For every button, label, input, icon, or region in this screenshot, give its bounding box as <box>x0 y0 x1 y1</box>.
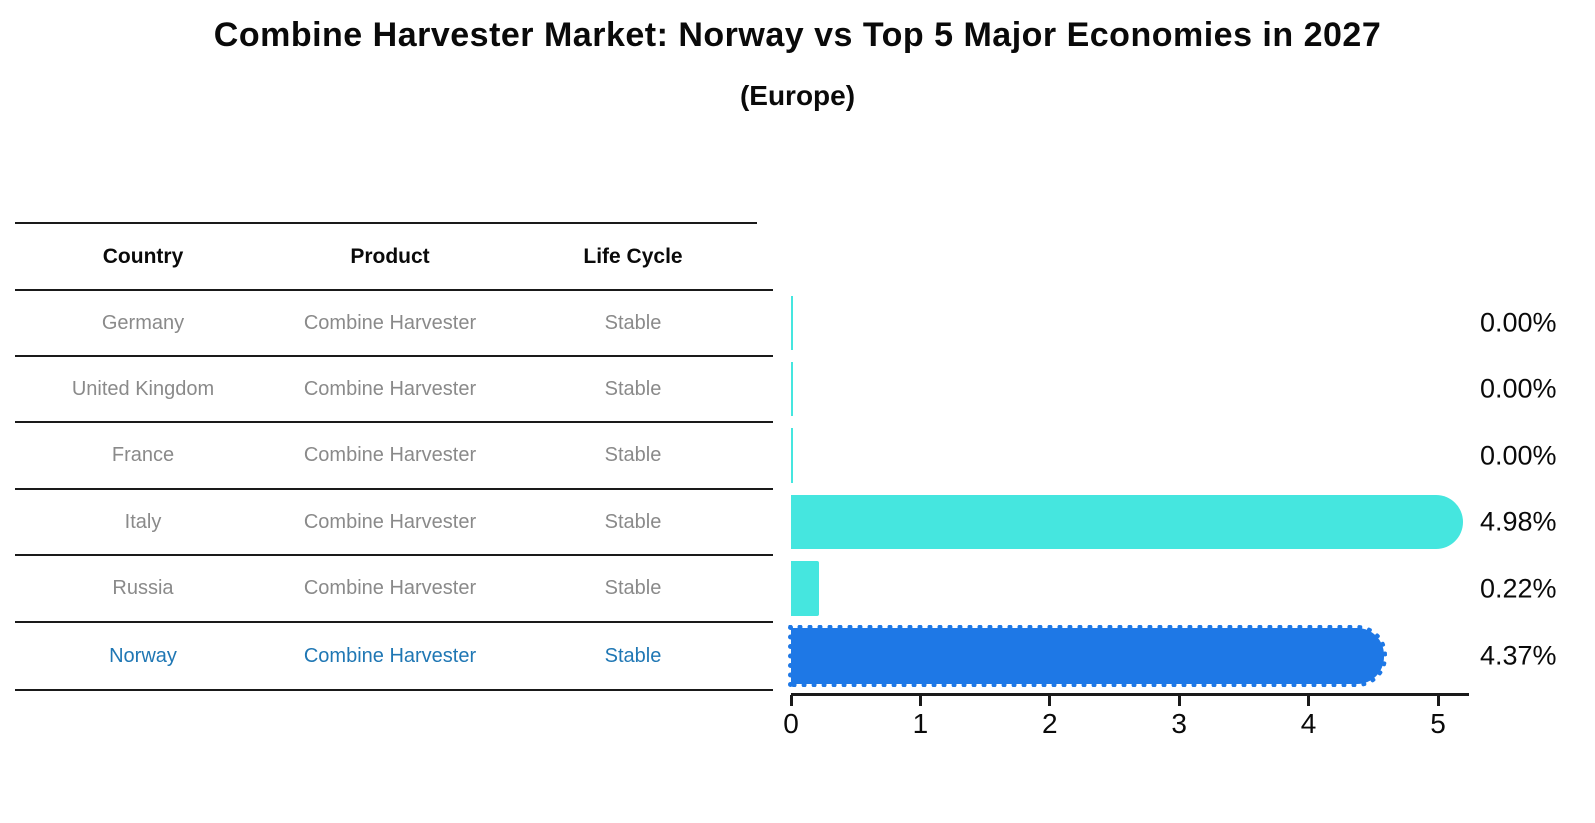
cell-country: United Kingdom <box>71 377 215 400</box>
y-tick <box>755 689 773 691</box>
chart-title: Combine Harvester Market: Norway vs Top … <box>213 16 1382 54</box>
x-tick-label: 5 <box>1430 708 1446 739</box>
table-row-italy: Italy Combine Harvester Stable <box>15 489 757 555</box>
x-tick <box>1048 695 1052 706</box>
cell-life-cycle: Stable <box>604 644 662 667</box>
bar-value-label: 4.37% <box>1480 640 1557 671</box>
y-tick <box>755 355 773 357</box>
table-divider <box>15 621 757 623</box>
y-tick <box>755 488 773 490</box>
column-header-product: Product <box>350 244 430 268</box>
x-tick <box>1307 695 1311 706</box>
x-tick-label: 0 <box>783 708 799 739</box>
table-row-united-kingdom: United Kingdom Combine Harvester Stable <box>15 356 757 422</box>
cell-country: Germany <box>101 311 185 334</box>
x-tick <box>789 695 793 706</box>
cell-product: Combine Harvester <box>303 577 477 599</box>
table-divider <box>15 289 757 291</box>
y-tick <box>755 289 773 291</box>
table-divider <box>15 355 757 357</box>
bar-value-label: 0.00% <box>1480 307 1557 338</box>
table-divider <box>15 222 757 224</box>
table-row-germany: Germany Combine Harvester Stable <box>15 290 757 356</box>
cell-product: Combine Harvester <box>303 510 477 533</box>
cell-country: Russia <box>112 577 174 599</box>
y-tick <box>755 554 773 556</box>
x-tick-label: 3 <box>1171 708 1187 739</box>
x-tick <box>1177 695 1181 706</box>
bar-value-label: 0.00% <box>1480 373 1557 404</box>
bar-value-label: 0.22% <box>1480 573 1557 603</box>
cell-country: France <box>111 444 175 466</box>
x-tick-label: 1 <box>912 708 929 739</box>
table-divider <box>15 488 757 490</box>
table-row-france: France Combine Harvester Stable <box>15 422 757 489</box>
cell-country: Norway <box>109 644 177 667</box>
cell-product: Combine Harvester <box>303 644 477 667</box>
x-tick-label: 2 <box>1042 708 1058 739</box>
cell-life-cycle: Stable <box>604 444 662 466</box>
bar-norway <box>788 625 1387 687</box>
cell-life-cycle: Stable <box>604 510 662 533</box>
cell-product: Combine Harvester <box>303 377 477 400</box>
bar-russia <box>791 561 819 616</box>
x-axis-line <box>791 693 1469 696</box>
cell-life-cycle: Stable <box>604 377 662 400</box>
bar-united-kingdom <box>791 362 793 416</box>
table-row-russia: Russia Combine Harvester Stable <box>15 555 757 622</box>
x-tick-label: 4 <box>1300 708 1317 739</box>
cell-life-cycle: Stable <box>604 577 662 599</box>
column-header-life-cycle: Life Cycle <box>583 244 683 268</box>
x-tick <box>1436 695 1440 706</box>
table-header-row: Country Product Life Cycle <box>15 223 757 290</box>
cell-product: Combine Harvester <box>303 311 477 334</box>
table-row-norway: Norway Combine Harvester Stable <box>15 622 757 690</box>
chart-subtitle: (Europe) <box>739 80 856 111</box>
bar-value-label: 0.00% <box>1480 440 1557 470</box>
cell-country: Italy <box>124 510 162 533</box>
bar-italy <box>791 495 1463 549</box>
y-tick <box>755 421 773 423</box>
table-divider <box>15 554 757 556</box>
bar-france <box>791 428 793 483</box>
x-tick <box>918 695 922 706</box>
table-divider <box>15 421 757 423</box>
column-header-country: Country <box>102 244 184 268</box>
table-divider <box>15 689 757 691</box>
bar-germany <box>791 296 793 350</box>
cell-life-cycle: Stable <box>604 311 662 334</box>
cell-product: Combine Harvester <box>303 444 477 466</box>
bar-value-label: 4.98% <box>1480 506 1557 537</box>
y-tick <box>755 621 773 623</box>
